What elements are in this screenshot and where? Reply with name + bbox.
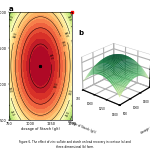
Text: 94.0: 94.0	[48, 53, 53, 60]
Y-axis label: dosage of Zinc Sulfate (g/t): dosage of Zinc Sulfate (g/t)	[140, 112, 150, 135]
X-axis label: dosage of Starch (g/t): dosage of Starch (g/t)	[67, 119, 96, 134]
Text: 74.0: 74.0	[66, 15, 72, 22]
Text: 78.0: 78.0	[69, 89, 74, 96]
Text: 74.0: 74.0	[9, 14, 16, 22]
Text: 78.0: 78.0	[7, 36, 12, 43]
Text: 74.0: 74.0	[9, 110, 15, 117]
Text: a: a	[9, 6, 14, 12]
X-axis label: dosage of Starch (g/t): dosage of Starch (g/t)	[21, 128, 60, 131]
Text: 90.0: 90.0	[54, 82, 60, 89]
Text: 86.0: 86.0	[60, 41, 66, 47]
Text: 82.0: 82.0	[63, 31, 68, 38]
Text: 78.0: 78.0	[7, 87, 12, 93]
Text: b: b	[78, 30, 83, 36]
Text: 74.0: 74.0	[65, 110, 72, 118]
Text: 78.0: 78.0	[69, 39, 74, 45]
Text: Figure 6- The effect of zinc sulfate and starch on lead recovery in contour (a) : Figure 6- The effect of zinc sulfate and…	[19, 140, 131, 148]
Text: 82.0: 82.0	[12, 32, 18, 39]
